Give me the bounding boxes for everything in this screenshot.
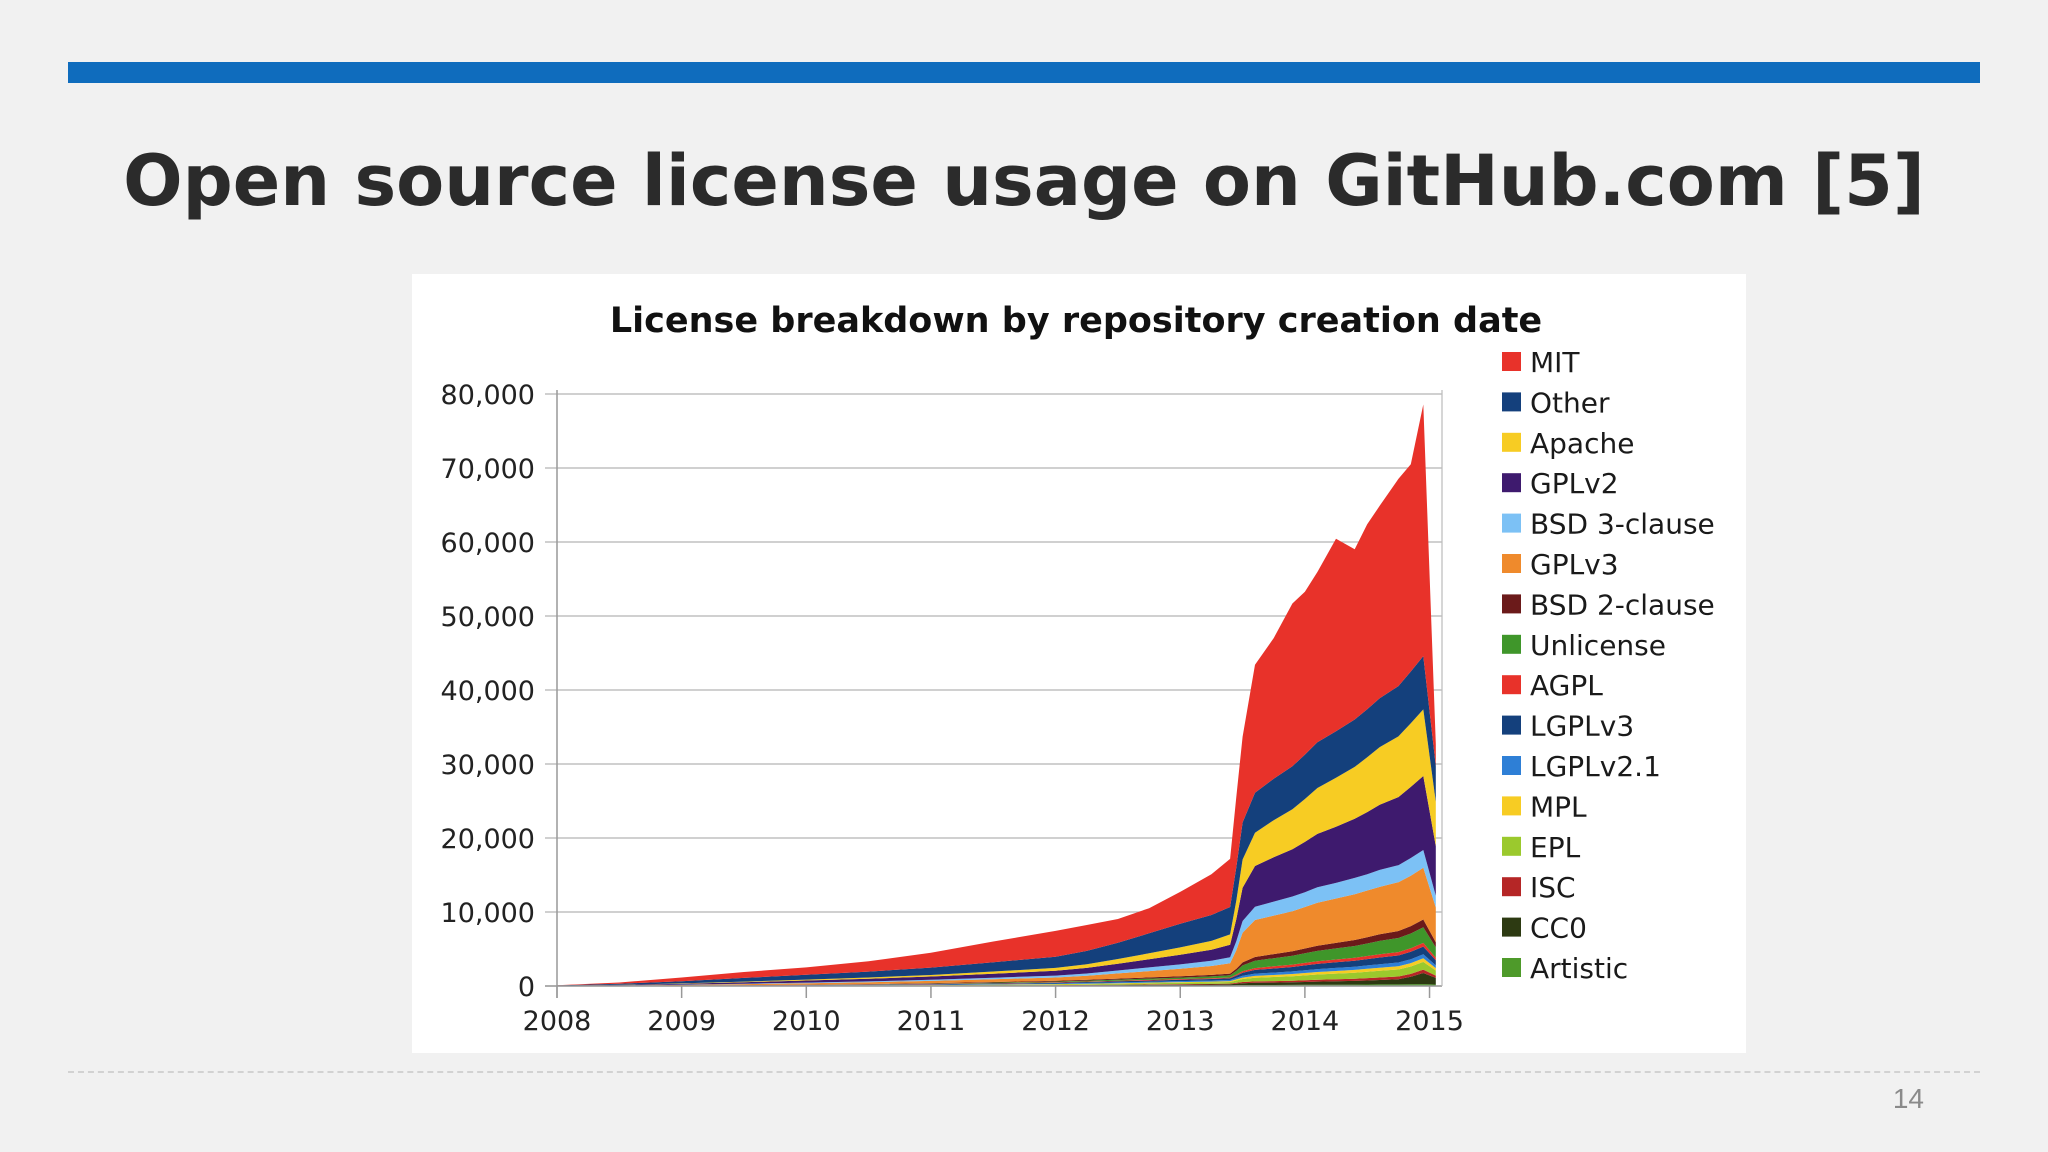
legend-label-mpl: MPL <box>1530 790 1587 823</box>
y-tick-label: 30,000 <box>441 750 535 781</box>
y-tick-label: 10,000 <box>441 898 535 929</box>
legend-swatch-isc <box>1502 877 1521 897</box>
legend-swatch-epl <box>1502 836 1521 856</box>
x-tick-labels: 2008 2009 2010 2011 2012 2013 2014 2015 <box>523 986 1464 1037</box>
slide-title: Open source license usage on GitHub.com … <box>123 140 1925 222</box>
legend-swatch-cc0 <box>1502 917 1521 937</box>
legend-swatch-bsd-3-clause <box>1502 513 1521 533</box>
chart-card: License breakdown by repository creation… <box>412 274 1746 1053</box>
legend-label-artistic: Artistic <box>1530 952 1628 985</box>
footer-divider <box>68 1071 1980 1073</box>
legend-label-gplv2: GPLv2 <box>1530 467 1619 500</box>
legend-swatch-artistic <box>1502 958 1521 977</box>
legend-swatch-lgplv3 <box>1502 715 1521 735</box>
y-tick-label: 50,000 <box>441 602 535 633</box>
y-tick-label: 60,000 <box>441 528 535 559</box>
legend-label-epl: EPL <box>1530 831 1581 864</box>
x-tick-label: 2008 <box>523 1006 592 1037</box>
legend-label-unlicense: Unlicense <box>1530 629 1666 662</box>
x-tick-label: 2014 <box>1271 1006 1340 1037</box>
legend-swatch-gplv3 <box>1502 554 1521 573</box>
legend-swatch-apache <box>1502 432 1521 452</box>
legend-swatch-agpl <box>1502 675 1521 695</box>
legend-swatch-mpl <box>1502 796 1521 816</box>
grid-lines <box>545 393 1442 987</box>
area-apache <box>557 709 1436 986</box>
chart-title: License breakdown by repository creation… <box>610 301 1542 341</box>
area-gplv3 <box>557 867 1436 986</box>
legend-label-cc0: CC0 <box>1530 912 1587 945</box>
x-tick-label: 2011 <box>897 1006 966 1037</box>
legend-label-bsd-3-clause: BSD 3-clause <box>1530 508 1715 541</box>
legend-label-gplv3: GPLv3 <box>1530 548 1619 581</box>
x-tick-label: 2015 <box>1395 1006 1464 1037</box>
legend-label-other: Other <box>1530 386 1610 419</box>
y-tick-labels: 0 10,000 20,000 30,000 40,000 50,000 60,000 70,… <box>441 380 535 1003</box>
legend-label-lgplv3: LGPLv3 <box>1530 710 1634 743</box>
legend-swatch-bsd-2-clause <box>1502 594 1521 614</box>
y-tick-label: 0 <box>518 972 535 1003</box>
stacked-area-chart: License breakdown by repository creation… <box>441 301 1715 1037</box>
y-tick-label: 80,000 <box>441 380 535 411</box>
legend-swatch-gplv2 <box>1502 473 1521 493</box>
area-mit <box>557 404 1436 986</box>
legend-label-apache: Apache <box>1530 427 1634 460</box>
legend-label-isc: ISC <box>1530 871 1576 904</box>
series-areas <box>557 404 1436 986</box>
legend-swatch-mit <box>1502 352 1521 371</box>
legend-label-lgplv2-1: LGPLv2.1 <box>1530 750 1661 783</box>
y-tick-label: 20,000 <box>441 824 535 855</box>
legend-swatch-other <box>1502 392 1521 412</box>
y-tick-label: 40,000 <box>441 676 535 707</box>
accent-bar <box>68 62 1980 83</box>
page-number: 14 <box>1892 1083 1924 1114</box>
legend-swatch-lgplv2-1 <box>1502 756 1521 775</box>
area-gplv2 <box>557 776 1436 986</box>
axes <box>545 390 1443 998</box>
legend-label-mit: MIT <box>1530 346 1580 379</box>
legend-label-bsd-2-clause: BSD 2-clause <box>1530 588 1715 621</box>
x-tick-label: 2009 <box>647 1006 716 1037</box>
area-other <box>557 656 1436 986</box>
legend-swatch-unlicense <box>1502 634 1521 654</box>
x-tick-label: 2013 <box>1146 1006 1215 1037</box>
area-bsd-3-clause <box>557 850 1436 986</box>
legend-label-agpl: AGPL <box>1530 669 1603 702</box>
y-tick-label: 70,000 <box>441 454 535 485</box>
legend: MIT Other Apache GPLv2 BSD 3-clause GPLv3 BSD … <box>1502 346 1715 985</box>
x-tick-label: 2010 <box>772 1006 841 1037</box>
x-tick-label: 2012 <box>1021 1006 1090 1037</box>
